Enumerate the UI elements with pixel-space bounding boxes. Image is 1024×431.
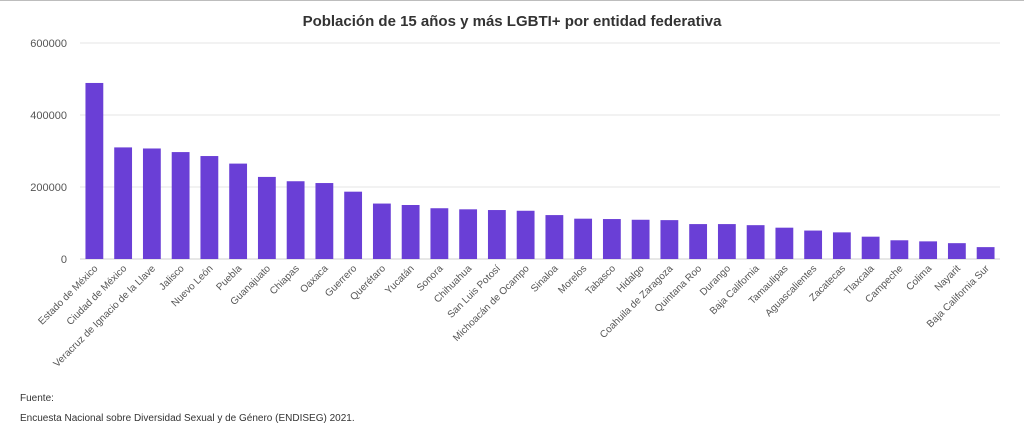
x-tick-label: Sinaloa [529,263,561,295]
bar[interactable] [372,203,391,259]
bar[interactable] [430,208,449,259]
bar[interactable] [947,243,966,259]
source-label: Fuente: [20,393,54,404]
bar[interactable] [171,152,190,259]
y-tick-label: 400000 [30,110,67,122]
x-tick-label: Chiapas [268,263,302,297]
x-tick-label: Colima [904,263,934,293]
bar[interactable] [401,205,420,259]
bar[interactable] [775,227,794,259]
x-tick-label: Tabasco [584,263,618,297]
source-text: Encuesta Nacional sobre Diversidad Sexua… [20,413,355,424]
bar[interactable] [717,224,736,259]
bar[interactable] [286,181,305,259]
bar[interactable] [919,241,938,259]
bar[interactable] [545,215,564,259]
bar[interactable] [344,191,363,259]
bar[interactable] [574,218,593,259]
top-border [0,0,1024,1]
y-tick-label: 600000 [30,38,67,50]
x-tick-label: Yucatán [383,263,416,296]
bar[interactable] [229,163,248,259]
bar[interactable] [746,225,765,259]
bar[interactable] [114,147,133,259]
chart-title: Población de 15 años y más LGBTI+ por en… [302,13,722,30]
bar[interactable] [516,210,535,259]
bar[interactable] [631,219,650,259]
bar[interactable] [257,176,276,259]
x-tick-label: Aguascalientes [764,263,820,319]
bar[interactable] [459,209,478,259]
bar[interactable] [976,247,995,259]
bar[interactable] [142,148,161,259]
bar[interactable] [804,230,823,259]
bar[interactable] [315,183,334,259]
bar[interactable] [200,156,219,259]
bar[interactable] [602,219,621,259]
bar[interactable] [832,232,851,259]
bar[interactable] [689,224,708,259]
bar[interactable] [487,210,506,259]
bar[interactable] [85,82,104,260]
y-tick-label: 0 [61,254,67,266]
bar[interactable] [890,240,909,259]
bar[interactable] [861,236,880,259]
bar[interactable] [660,220,679,259]
y-tick-label: 200000 [30,182,67,194]
